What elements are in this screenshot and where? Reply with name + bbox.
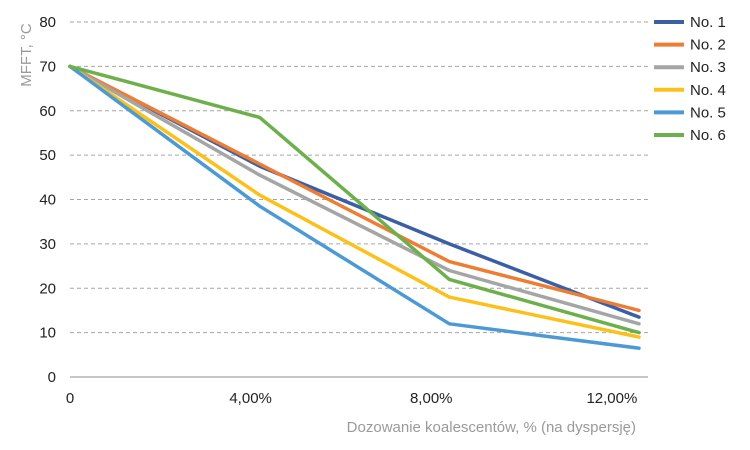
legend-label: No. 3 [690,59,726,76]
legend-label: No. 5 [690,104,726,121]
legend: No. 1 No. 2 No. 3 No. 4 No. 5 No. 6 [654,14,726,144]
gridlines [70,21,648,334]
series-line-no-5 [68,64,641,350]
series-line-no-1 [68,64,641,319]
x-tick-label: 0 [66,390,74,407]
legend-label: No. 6 [690,127,726,144]
y-tick-label: 10 [39,325,56,342]
legend-label: No. 1 [690,14,726,31]
series-lines [68,64,641,350]
series-line-no-6 [68,64,641,335]
y-tick-label: 70 [39,58,56,75]
y-tick-label: 60 [39,103,56,120]
x-tick-label: 8,00% [410,390,453,407]
series-line-no-3 [68,64,641,326]
axes: 0 10 20 30 40 50 60 70 80 0 4,00% 8,00% 12,00% [39,14,648,407]
y-tick-label: 40 [39,192,56,209]
y-tick-label: 20 [39,280,56,297]
y-tick-label: 50 [39,147,56,164]
x-axis-title: Dozowanie koalescentów, % (na dyspersję) [347,419,636,436]
series-line-no-4 [68,64,641,339]
x-tick-label: 12,00% [586,390,637,407]
series-line-no-2 [68,64,641,313]
y-axis-title: MFFT, °C [18,23,35,87]
legend-label: No. 4 [690,82,726,99]
y-tick-label: 0 [48,369,56,386]
y-tick-label: 30 [39,236,56,253]
x-tick-label: 4,00% [229,390,272,407]
y-tick-label: 80 [39,14,56,31]
legend-label: No. 2 [690,37,726,54]
